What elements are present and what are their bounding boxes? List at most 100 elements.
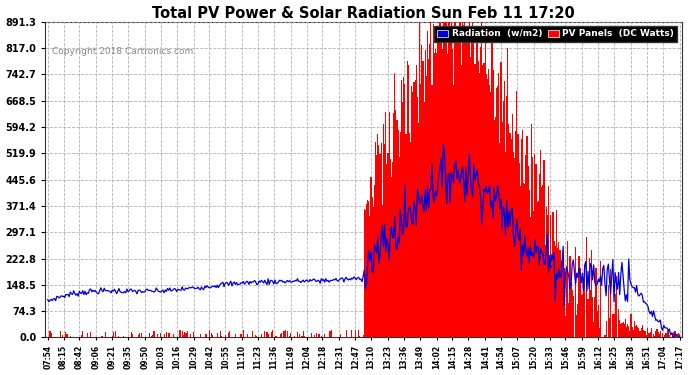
Bar	[525, 155, 526, 338]
Bar	[324, 334, 325, 338]
Bar	[293, 336, 295, 338]
Bar	[500, 62, 502, 338]
Bar	[609, 318, 610, 338]
Bar	[172, 334, 174, 338]
Bar	[455, 22, 456, 338]
Bar	[62, 335, 63, 338]
Bar	[644, 331, 645, 338]
Bar	[664, 335, 665, 338]
Bar	[636, 324, 637, 338]
Bar	[606, 321, 607, 338]
Bar	[422, 61, 424, 338]
Bar	[141, 333, 142, 338]
Legend: Radiation  (w/m2), PV Panels  (DC Watts): Radiation (w/m2), PV Panels (DC Watts)	[434, 26, 678, 42]
Bar	[105, 332, 106, 338]
Bar	[392, 162, 393, 338]
Bar	[217, 333, 218, 338]
Bar	[533, 210, 534, 338]
Bar	[151, 336, 152, 338]
Bar	[368, 201, 369, 338]
Bar	[445, 22, 446, 338]
Bar	[243, 330, 244, 338]
Bar	[385, 112, 386, 338]
Bar	[187, 331, 188, 338]
Bar	[331, 330, 332, 338]
Bar	[164, 334, 165, 338]
Bar	[112, 332, 114, 338]
Bar	[373, 207, 374, 338]
Bar	[514, 158, 515, 338]
Bar	[185, 333, 186, 338]
Bar	[635, 326, 636, 338]
Bar	[538, 201, 539, 338]
Bar	[528, 166, 529, 338]
Bar	[376, 155, 377, 338]
Bar	[591, 250, 592, 338]
Bar	[487, 79, 488, 338]
Bar	[184, 332, 185, 338]
Bar	[412, 92, 413, 338]
Bar	[495, 117, 496, 338]
Bar	[388, 112, 390, 338]
Bar	[481, 22, 482, 338]
Bar	[82, 332, 83, 338]
Bar	[364, 209, 365, 338]
Bar	[521, 139, 522, 338]
Bar	[413, 82, 415, 338]
Bar	[624, 319, 626, 338]
Bar	[511, 139, 512, 338]
Bar	[381, 143, 382, 338]
Bar	[678, 333, 679, 338]
Bar	[271, 332, 272, 338]
Bar	[550, 215, 551, 338]
Bar	[523, 183, 524, 338]
Bar	[452, 50, 453, 338]
Bar	[482, 65, 484, 338]
Bar	[160, 333, 161, 338]
Bar	[613, 314, 615, 338]
Bar	[629, 331, 631, 338]
Bar	[647, 328, 649, 338]
Bar	[328, 331, 330, 338]
Bar	[542, 185, 544, 338]
Bar	[506, 96, 507, 338]
Bar	[618, 309, 619, 338]
Bar	[115, 331, 116, 338]
Bar	[401, 80, 402, 338]
Bar	[132, 334, 133, 338]
Bar	[503, 101, 504, 338]
Bar	[575, 248, 576, 338]
Bar	[679, 334, 680, 338]
Bar	[272, 330, 273, 338]
Bar	[497, 86, 498, 338]
Bar	[628, 326, 629, 338]
Bar	[247, 334, 248, 338]
Bar	[531, 124, 532, 338]
Bar	[622, 322, 624, 338]
Bar	[299, 334, 300, 338]
Bar	[447, 54, 448, 338]
Bar	[672, 333, 673, 338]
Bar	[90, 332, 91, 338]
Bar	[302, 336, 303, 338]
Bar	[560, 250, 562, 338]
Bar	[355, 330, 356, 338]
Bar	[427, 31, 428, 338]
Bar	[480, 47, 481, 338]
Bar	[573, 296, 574, 338]
Bar	[450, 37, 451, 338]
Bar	[435, 49, 436, 338]
Bar	[484, 35, 486, 338]
Bar	[316, 333, 317, 338]
Bar	[477, 62, 479, 338]
Bar	[463, 25, 464, 338]
Bar	[553, 241, 555, 338]
Bar	[157, 334, 158, 338]
Bar	[581, 296, 582, 338]
Bar	[367, 200, 368, 338]
Bar	[540, 150, 541, 338]
Bar	[50, 333, 52, 338]
Bar	[677, 334, 678, 338]
Bar	[576, 315, 578, 338]
Bar	[459, 22, 460, 338]
